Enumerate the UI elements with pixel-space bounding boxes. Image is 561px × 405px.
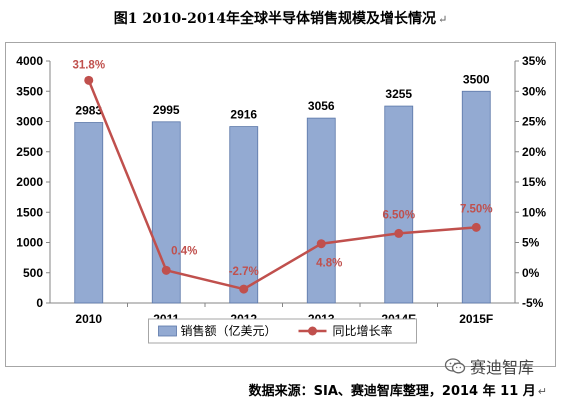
growth-rate-value-label: 6.50% — [382, 209, 415, 221]
y-right-tick-label: -5% — [522, 296, 544, 310]
y-left-tick-label: 0 — [36, 296, 43, 310]
growth-rate-point — [471, 222, 481, 232]
sales-bar-value-label: 2995 — [153, 103, 180, 117]
y-left-tick-label: 3000 — [16, 115, 43, 129]
growth-rate-point — [316, 239, 326, 249]
growth-rate-point — [394, 228, 404, 238]
wechat-icon — [444, 358, 466, 374]
legend-line-marker — [308, 326, 317, 336]
watermark-text: 赛迪智库 — [470, 358, 535, 377]
sales-bar-value-label: 3056 — [308, 99, 335, 113]
source-paragraph-mark: ↵ — [537, 385, 547, 398]
y-left-tick-label: 2000 — [16, 175, 43, 189]
legend-bar-label: 销售额（亿美元） — [181, 323, 277, 338]
y-left-tick-label: 2500 — [16, 145, 43, 159]
paragraph-mark: ↵ — [438, 13, 448, 26]
growth-rate-value-label: -2.7% — [229, 266, 259, 278]
source-text: 数据来源：SIA、赛迪智库整理，2014 年 11 月 — [248, 384, 536, 399]
y-right-tick-label: 10% — [522, 205, 546, 219]
chart-svg: 0 500 1000 1500 2000 2500 3000 3500 4000 -5% 0% 5% 1… — [16, 54, 546, 344]
sales-bar — [306, 117, 336, 304]
source-note: 数据来源：SIA、赛迪智库整理，2014 年 11 月 ↵ — [249, 380, 547, 399]
sales-bar — [151, 121, 181, 304]
y-right-tick-label: 20% — [522, 145, 546, 159]
y-right-tick-label: 30% — [522, 84, 546, 98]
sales-bar — [384, 105, 414, 304]
figure-title: 图1 2010-2014年全球半导体销售规模及增长情况 ↵ — [0, 8, 561, 28]
growth-rate-line — [87, 79, 477, 291]
growth-rate-value-label: 0.4% — [171, 245, 197, 257]
x-category-label: 2010 — [75, 312, 102, 326]
y-right-tick-label: 15% — [522, 175, 546, 189]
legend-bar-swatch — [158, 325, 177, 337]
y-left-tick-label: 3500 — [16, 84, 43, 98]
y-right-tick-label: 0% — [522, 266, 540, 280]
x-category-label: 2015F — [459, 312, 493, 326]
sales-bar — [74, 122, 104, 304]
sales-bar-value-label: 3255 — [385, 87, 412, 101]
y-left-tick-label: 1000 — [16, 236, 43, 250]
legend-line-label: 同比增长率 — [333, 323, 393, 338]
growth-rate-value-label: 4.8% — [316, 258, 342, 270]
growth-rate-point — [239, 284, 249, 294]
growth-rate-value-label: 31.8% — [72, 59, 105, 71]
figure-title-text: 图1 2010-2014年全球半导体销售规模及增长情况 — [113, 11, 437, 27]
sales-bar-value-label: 3500 — [463, 72, 490, 86]
y-right-tick-label: 25% — [522, 115, 546, 129]
legend-box — [148, 318, 417, 344]
y-left-tick-label: 500 — [23, 266, 43, 280]
growth-rate-point — [84, 75, 94, 85]
sales-bar-value-label: 2916 — [230, 108, 257, 122]
chart-frame: 0 500 1000 1500 2000 2500 3000 3500 4000 -5% 0% 5% 1… — [5, 42, 556, 367]
y-right-tick-label: 5% — [522, 236, 540, 250]
sales-bar — [461, 90, 491, 304]
y-left-tick-label: 1500 — [16, 205, 43, 219]
y-right-tick-label: 35% — [522, 54, 546, 68]
growth-rate-value-label: 7.50% — [460, 203, 493, 215]
growth-rate-point — [161, 265, 171, 275]
watermark: 赛迪智库 — [444, 354, 534, 378]
sales-bar-value-label: 2983 — [75, 104, 102, 118]
sales-bar — [229, 126, 259, 304]
y-left-tick-label: 4000 — [16, 54, 43, 68]
